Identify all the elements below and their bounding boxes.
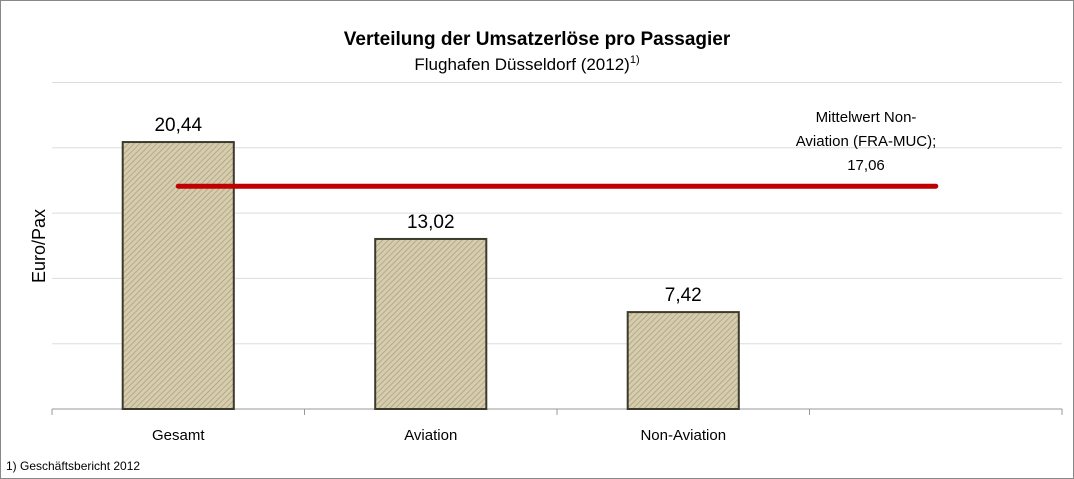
value-label: 13,02: [407, 212, 455, 233]
chart-subtitle: Flughafen Düsseldorf (2012)1): [414, 54, 639, 75]
reference-label: Aviation (FRA-MUC);: [796, 133, 937, 150]
footnote: 1) Geschäftsbericht 2012: [6, 459, 140, 473]
y-axis-label: Euro/Pax: [29, 209, 49, 283]
x-tick-label: Gesamt: [152, 427, 205, 444]
x-tick-label: Non-Aviation: [640, 427, 726, 444]
bar: [626, 311, 740, 410]
chart-title: Verteilung der Umsatzerlöse pro Passagie…: [344, 29, 731, 50]
bar: [121, 141, 235, 411]
x-tick-label: Aviation: [404, 427, 457, 444]
subtitle-note: 1): [630, 54, 640, 66]
bar: [374, 237, 488, 410]
value-label: 20,44: [154, 115, 202, 136]
value-label: 7,42: [665, 285, 702, 306]
reference-label: Mittelwert Non-: [816, 109, 917, 126]
reference-value: 17,06: [847, 157, 885, 174]
subtitle-text: Flughafen Düsseldorf (2012): [414, 55, 629, 74]
